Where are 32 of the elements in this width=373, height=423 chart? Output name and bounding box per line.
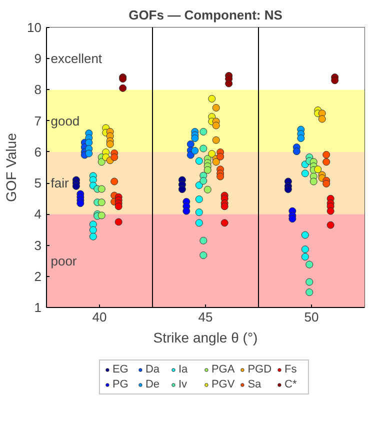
y-tick-label: 1	[34, 300, 42, 315]
y-tick-label: 2	[34, 268, 42, 284]
y-tick-label: 8	[34, 82, 42, 98]
legend-label: EG	[112, 364, 130, 376]
band-label: fair	[50, 176, 70, 191]
y-axis-title: GOF Value	[3, 132, 20, 202]
y-tick-label: 9	[34, 51, 42, 66]
legend-label: C*	[284, 378, 298, 390]
y-tick-label: 5	[34, 176, 42, 191]
x-axis-title: Strike angle θ (°)	[153, 330, 258, 346]
legend-label: PGA	[211, 364, 235, 376]
band-label: good	[50, 113, 80, 128]
legend-label: PGV	[211, 378, 235, 390]
legend-label: PG	[112, 378, 130, 390]
y-tick-label: 10	[27, 20, 42, 35]
y-tick-label: 6	[34, 144, 42, 160]
legend-label: PGD	[248, 364, 272, 376]
y-tick-label: 7	[34, 113, 42, 128]
y-tick-label: 3	[34, 238, 42, 253]
band-label: poor	[50, 253, 78, 268]
legend-label: Da	[145, 364, 161, 376]
x-tick-label: 40	[92, 310, 107, 324]
y-tick-label: 4	[34, 206, 42, 222]
band-label: excellent	[50, 51, 102, 66]
x-tick-label: 45	[198, 310, 213, 324]
legend-label: Sa	[248, 378, 262, 390]
legend-label: Fs	[284, 364, 298, 376]
legend-label: De	[145, 378, 161, 390]
legend-label: Ia	[178, 364, 189, 376]
x-tick-label: 50	[304, 310, 319, 324]
legend-label: Iv	[178, 378, 188, 390]
chart-title: GOFs — Component: NS	[128, 8, 283, 22]
